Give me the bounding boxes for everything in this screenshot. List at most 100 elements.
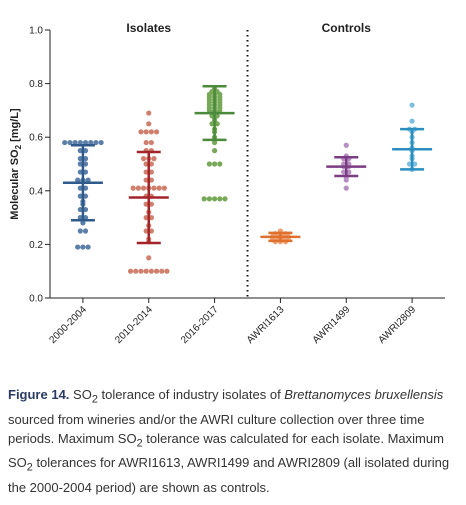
data-point — [201, 196, 207, 202]
data-point — [159, 268, 165, 274]
caption-text: tolerances for AWRI1613, AWRI1499 and AW… — [8, 455, 450, 495]
y-tick-label: 0.2 — [29, 240, 43, 251]
data-point — [346, 169, 352, 175]
data-point — [98, 139, 104, 146]
data-point — [82, 185, 89, 191]
caption-species: Brettanomyces bruxellensis — [284, 387, 444, 402]
data-point — [214, 121, 220, 127]
data-point — [143, 215, 149, 221]
data-point — [138, 268, 144, 274]
data-point — [82, 206, 89, 213]
y-label-text: [mg/L] — [9, 108, 21, 145]
data-point — [148, 129, 154, 135]
data-point — [143, 268, 149, 274]
data-point — [88, 139, 94, 146]
data-point — [143, 177, 149, 183]
data-point — [409, 102, 415, 108]
data-point — [143, 169, 149, 175]
caption: Figure 14. SO 2 tolerance of industry iso… — [8, 385, 458, 497]
data-point — [82, 215, 89, 221]
data-point — [148, 228, 154, 234]
x-tick-label: AWRI1613 — [245, 304, 287, 346]
data-point — [406, 161, 413, 167]
data-point — [67, 139, 73, 146]
data-point — [206, 196, 212, 202]
caption-sub: 2 — [136, 437, 143, 450]
x-tick-label: AWRI2809 — [376, 304, 418, 346]
data-point — [77, 185, 83, 191]
data-point — [143, 139, 149, 146]
data-point — [222, 196, 228, 202]
y-tick-label: 0.8 — [29, 79, 43, 90]
data-point — [217, 196, 223, 202]
data-point — [143, 129, 149, 135]
data-point — [82, 228, 89, 234]
data-point — [82, 193, 89, 199]
x-tick-label: 2016-2017 — [179, 304, 221, 346]
chart: 0.0 0.2 0.4 0.6 0.8 1.0 Molecular SO2 [mg/L] Is… — [9, 21, 445, 346]
data-point — [77, 215, 83, 221]
data-point — [153, 129, 160, 135]
data-point — [148, 177, 154, 183]
data-point — [143, 228, 149, 234]
data-point — [146, 255, 152, 261]
data-point — [153, 268, 160, 274]
group-header: Controls — [322, 21, 372, 35]
data-point — [217, 161, 223, 167]
x-tick-label: AWRI1499 — [311, 304, 353, 346]
data-point — [77, 161, 83, 167]
data-point — [143, 161, 149, 167]
data-point — [77, 193, 83, 199]
y-tick-label: 0.0 — [29, 294, 43, 305]
data-point — [133, 268, 139, 274]
caption-sub: 2 — [26, 461, 33, 474]
data-point — [80, 220, 86, 226]
data-point — [82, 161, 89, 167]
data-point — [82, 148, 89, 154]
data-point — [146, 110, 152, 116]
data-point — [80, 244, 86, 250]
y-tick-label: 0.4 — [29, 186, 43, 197]
data-point — [341, 169, 347, 175]
data-point — [82, 169, 89, 175]
caption-text: SO — [69, 387, 92, 402]
data-point — [138, 129, 144, 135]
data-point — [148, 201, 154, 207]
data-point — [146, 121, 152, 127]
y-tick-label: 0.6 — [29, 133, 43, 144]
data-point — [72, 139, 78, 146]
data-point — [148, 139, 154, 146]
group-header: Isolates — [126, 21, 171, 35]
data-point — [75, 244, 81, 250]
caption-text: tolerance was calculated for each isolat… — [8, 430, 444, 471]
data-point — [343, 185, 349, 191]
data-point — [148, 215, 154, 221]
data-point — [148, 268, 154, 274]
y-label-text: Molecular SO — [9, 149, 21, 220]
data-point — [140, 156, 147, 162]
data-point — [343, 177, 349, 183]
figure-label: Figure 14. — [8, 387, 70, 402]
x-tick-label: 2000-2004 — [47, 304, 89, 346]
data-point — [77, 228, 83, 234]
data-point — [135, 185, 141, 191]
data-point — [62, 139, 68, 146]
data-point — [75, 177, 81, 183]
data-point — [409, 118, 415, 124]
data-point — [151, 185, 157, 191]
data-point — [143, 201, 149, 207]
data-point — [82, 156, 89, 162]
data-point — [85, 244, 91, 250]
data-point — [209, 121, 215, 127]
y-tick-label: 1.0 — [29, 26, 43, 37]
y-label-sub: 2 — [14, 144, 23, 149]
data-point — [343, 142, 349, 148]
data-point — [130, 185, 136, 191]
caption-text: tolerance of industry isolates of — [97, 387, 285, 402]
data-point — [85, 177, 91, 183]
data-point — [151, 156, 157, 162]
data-point — [77, 169, 83, 175]
data-point — [211, 148, 218, 154]
data-point — [206, 161, 212, 167]
